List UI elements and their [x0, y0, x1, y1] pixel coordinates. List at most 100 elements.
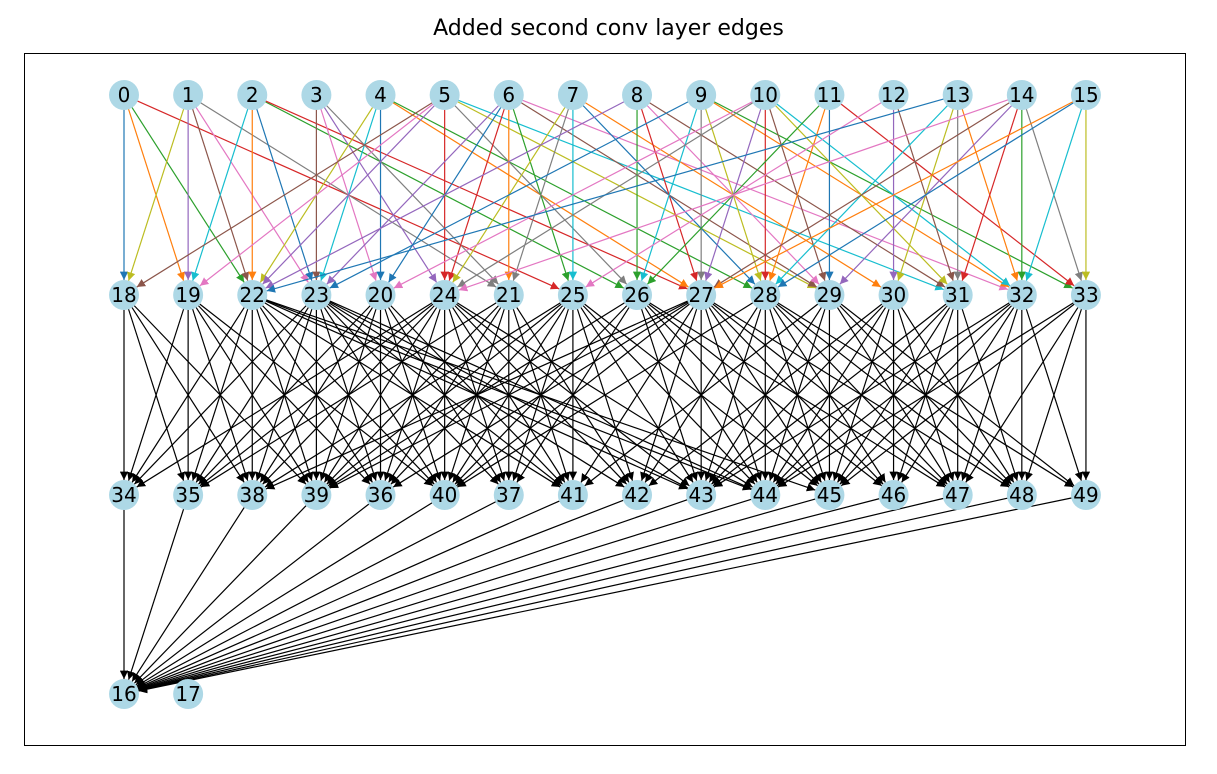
- node-circle: [301, 480, 332, 510]
- edge-11-to-33: [839, 102, 1075, 287]
- node-1: 1: [173, 80, 204, 110]
- node-label: 12: [881, 83, 906, 107]
- edge-36-to-16: [135, 502, 371, 686]
- node-label: 25: [560, 283, 585, 307]
- node-45: 45: [814, 480, 845, 510]
- node-circle: [301, 80, 332, 110]
- edge-5-to-18: [136, 101, 434, 288]
- edge-15-to-27: [714, 100, 1075, 289]
- edge-48-to-16: [138, 497, 1010, 694]
- edge-33-to-45: [840, 302, 1077, 487]
- edge-32-to-43: [713, 301, 1012, 488]
- edge-44-to-16: [138, 498, 754, 692]
- node-label: 29: [817, 283, 842, 307]
- edge-33-to-44: [777, 301, 1076, 488]
- node-circle: [750, 280, 781, 310]
- edge-1-to-18: [127, 107, 185, 281]
- node-circle: [878, 80, 909, 110]
- edge-19-to-34: [127, 307, 185, 481]
- node-8: 8: [622, 80, 653, 110]
- node-48: 48: [1006, 480, 1037, 510]
- node-circle: [1070, 480, 1101, 510]
- edge-28-to-43: [704, 307, 762, 481]
- edge-30-to-43: [711, 303, 885, 485]
- node-label: 16: [111, 682, 136, 706]
- node-16: 16: [109, 679, 139, 709]
- node-circle: [173, 280, 204, 310]
- edge-24-to-35: [199, 302, 435, 487]
- node-40: 40: [429, 480, 460, 510]
- node-circle: [622, 480, 653, 510]
- node-39: 39: [301, 480, 332, 510]
- node-circle: [750, 480, 781, 510]
- node-label: 26: [624, 283, 649, 307]
- node-circle: [814, 80, 845, 110]
- node-circle: [493, 80, 524, 110]
- node-15: 15: [1070, 80, 1101, 110]
- node-label: 44: [753, 483, 778, 507]
- node-label: 13: [945, 83, 970, 107]
- edge-25-to-42: [576, 307, 634, 481]
- edge-25-to-39: [327, 302, 564, 487]
- edge-27-to-36: [392, 301, 691, 488]
- edge-10-to-31: [773, 103, 948, 285]
- node-label: 10: [753, 83, 778, 107]
- node-label: 22: [240, 283, 265, 307]
- node-label: 18: [111, 283, 136, 307]
- node-13: 13: [942, 80, 973, 110]
- node-24: 24: [429, 280, 460, 310]
- edge-2-to-19: [191, 107, 249, 281]
- edge-9-to-26: [640, 107, 698, 281]
- edge-25-to-43: [579, 305, 694, 483]
- node-label: 33: [1073, 283, 1098, 307]
- node-26: 26: [622, 280, 653, 310]
- node-circle: [814, 280, 845, 310]
- node-label: 15: [1073, 83, 1098, 107]
- edge-11-to-28: [768, 107, 827, 281]
- edge-2-to-27: [263, 99, 688, 290]
- edges-group: [119, 97, 1091, 694]
- node-circle: [557, 280, 588, 310]
- node-12: 12: [878, 80, 909, 110]
- edge-39-to-16: [133, 503, 308, 684]
- edge-43-to-16: [137, 498, 690, 691]
- edge-8-to-22: [265, 100, 626, 289]
- edge-5-to-22: [262, 103, 437, 285]
- node-circle: [109, 480, 139, 510]
- node-7: 7: [557, 80, 588, 110]
- node-label: 45: [817, 483, 842, 507]
- edge-5-to-29: [455, 100, 817, 289]
- edge-29-to-41: [584, 302, 820, 487]
- node-label: 2: [246, 83, 259, 107]
- node-30: 30: [878, 280, 909, 310]
- node-2: 2: [237, 80, 268, 110]
- node-label: 48: [1009, 483, 1034, 507]
- node-circle: [429, 80, 460, 110]
- node-label: 31: [945, 283, 970, 307]
- edge-5-to-19: [199, 102, 435, 287]
- node-label: 46: [881, 483, 906, 507]
- node-4: 4: [365, 80, 396, 110]
- edge-27-to-40: [456, 302, 692, 487]
- node-35: 35: [173, 480, 204, 510]
- node-27: 27: [686, 280, 717, 310]
- node-43: 43: [686, 480, 717, 510]
- node-circle: [493, 480, 524, 510]
- edge-2-to-23: [255, 107, 314, 281]
- node-circle: [1006, 280, 1037, 310]
- edge-6-to-23: [326, 103, 501, 285]
- edge-23-to-35: [195, 305, 310, 483]
- node-circle: [1006, 80, 1037, 110]
- node-20: 20: [365, 280, 396, 310]
- node-label: 9: [695, 83, 708, 107]
- node-label: 36: [368, 483, 393, 507]
- edge-15-to-28: [777, 101, 1076, 288]
- edge-15-to-32: [1024, 107, 1083, 281]
- node-circle: [814, 480, 845, 510]
- edge-21-to-35: [200, 301, 499, 488]
- node-circle: [942, 480, 973, 510]
- node-label: 28: [753, 283, 778, 307]
- node-label: 7: [567, 83, 580, 107]
